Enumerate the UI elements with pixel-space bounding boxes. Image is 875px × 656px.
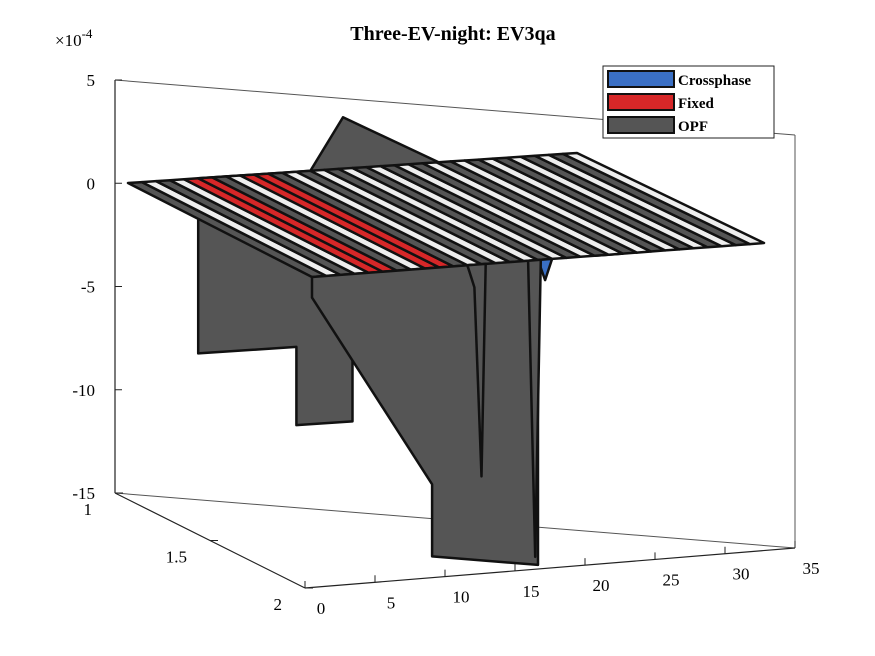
z-tick-label: -10 xyxy=(72,381,95,400)
opf-v-dip xyxy=(466,262,487,478)
x-axis-line xyxy=(304,547,796,589)
legend-label-opf: OPF xyxy=(678,119,708,135)
x-tick-label: 25 xyxy=(663,570,680,589)
x-tick-label: 0 xyxy=(317,599,326,618)
y-tick-label: 1.5 xyxy=(166,548,187,567)
legend-item-fixed: Fixed xyxy=(607,93,714,112)
surface xyxy=(126,116,766,567)
x-tick-label: 30 xyxy=(733,565,750,584)
chart-title: Three-EV-night: EV3qa xyxy=(350,23,555,45)
legend-item-crossphase: Crossphase xyxy=(607,70,751,89)
surface-strip xyxy=(561,151,766,246)
legend: Crossphase Fixed OPF xyxy=(602,65,775,139)
x-tick-label: 5 xyxy=(387,593,396,612)
z-tick-label: -5 xyxy=(81,278,95,297)
legend-swatch-fixed xyxy=(607,93,675,111)
z-tick-label: 0 xyxy=(87,174,96,193)
z-tick-label: 5 xyxy=(87,71,96,90)
y-tick-label: 2 xyxy=(274,595,283,614)
x-tick-label: 20 xyxy=(593,576,610,595)
x-tick-label: 10 xyxy=(453,588,470,607)
z-exponent: ×10-4 xyxy=(55,26,93,50)
legend-swatch-opf xyxy=(607,116,675,134)
legend-label-fixed: Fixed xyxy=(678,96,714,112)
z-tick-label: -15 xyxy=(72,484,95,503)
x-tick-label: 35 xyxy=(803,559,820,578)
z-exponent-base: ×10 xyxy=(55,31,82,50)
z-exponent-power: -4 xyxy=(82,26,93,41)
legend-item-opf: OPF xyxy=(607,116,708,135)
ticks: 5 0 -5 -10 -15 0 5 10 15 20 25 30 35 1 1.5 2 xyxy=(72,71,819,618)
y-tick-label: 1 xyxy=(84,500,93,519)
legend-swatch-crossphase xyxy=(607,70,675,88)
legend-label-crossphase: Crossphase xyxy=(678,73,751,89)
opf-v-dip xyxy=(526,258,543,559)
x-tick-label: 15 xyxy=(523,582,540,601)
